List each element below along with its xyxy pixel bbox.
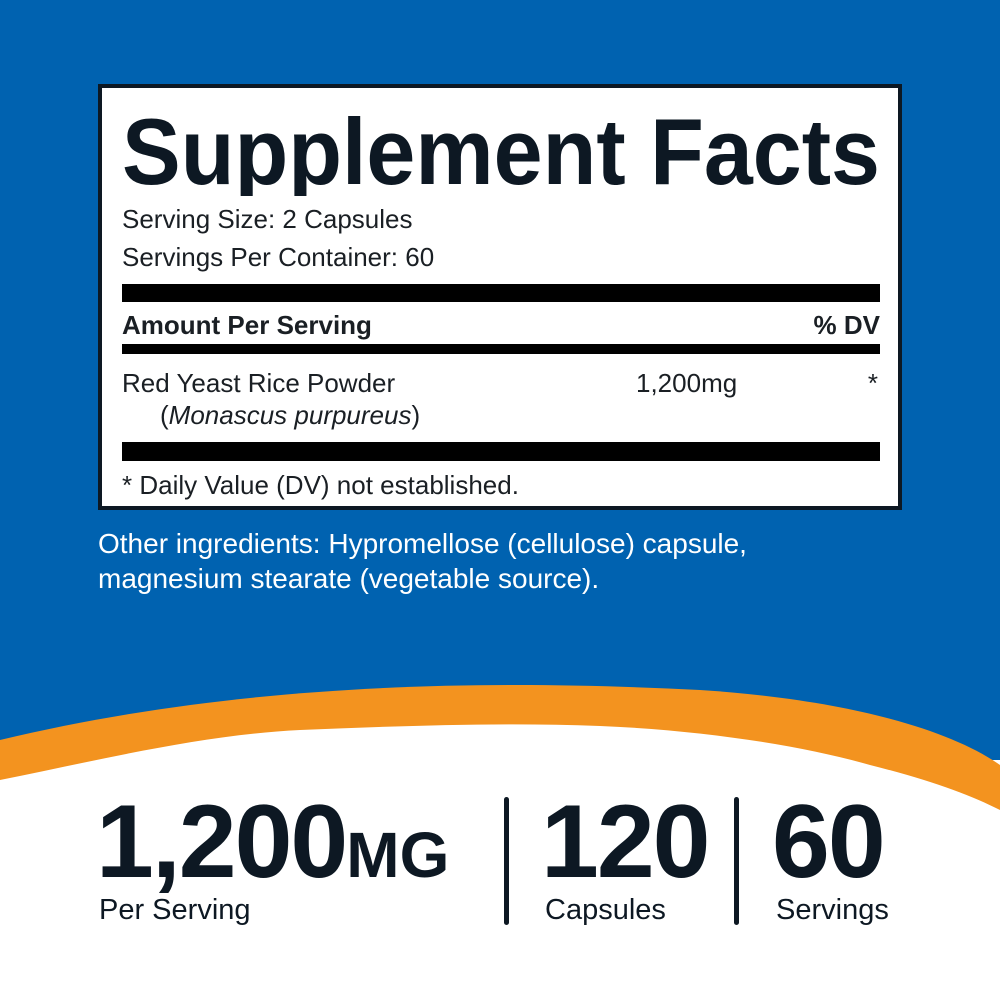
dose-caption: Per Serving xyxy=(99,894,251,926)
capsule-count: 120 xyxy=(541,784,711,900)
ingredient-amount: 1,200mg xyxy=(636,368,738,398)
servings-per-container: Servings Per Container: 60 xyxy=(122,242,435,272)
serving-size: Serving Size: 2 Capsules xyxy=(122,204,413,234)
divider-vertical xyxy=(734,797,739,925)
white-base xyxy=(0,724,1000,1000)
dose-value: 1,200 xyxy=(96,784,348,900)
ingredient-species: (Monascus purpureus) xyxy=(160,400,420,431)
serving-caption: Servings xyxy=(776,894,889,926)
divider-vertical xyxy=(504,797,509,925)
other-ingredients-line-2: magnesium stearate (vegetable source). xyxy=(98,563,600,594)
ingredient-name: Red Yeast Rice Powder xyxy=(122,368,396,398)
other-ingredients-line-1: Other ingredients: Hypromellose (cellulo… xyxy=(98,528,747,559)
paren-open: ( xyxy=(160,400,169,430)
svg-text:Supplement Facts: Supplement Facts xyxy=(122,106,880,196)
serving-count: 60 xyxy=(772,784,886,900)
dose-unit: MG xyxy=(346,819,450,891)
divider-medium xyxy=(122,344,880,354)
ingredient-dv: * xyxy=(867,368,878,398)
divider-thick xyxy=(122,284,880,302)
species-name: Monascus purpureus xyxy=(168,400,412,430)
capsule-caption: Capsules xyxy=(545,894,666,926)
supplement-facts-panel: Supplement Facts Serving Size: 2 Capsule… xyxy=(98,84,902,510)
amount-per-serving-header: Amount Per Serving xyxy=(122,310,372,340)
highlight-dose: 1,200MG xyxy=(96,790,449,894)
supplement-facts-title: Supplement Facts xyxy=(122,106,880,196)
divider-thick-bottom xyxy=(122,442,880,461)
dv-footnote: * Daily Value (DV) not established. xyxy=(122,470,519,500)
dv-header: % DV xyxy=(813,310,880,340)
paren-close: ) xyxy=(411,400,421,430)
